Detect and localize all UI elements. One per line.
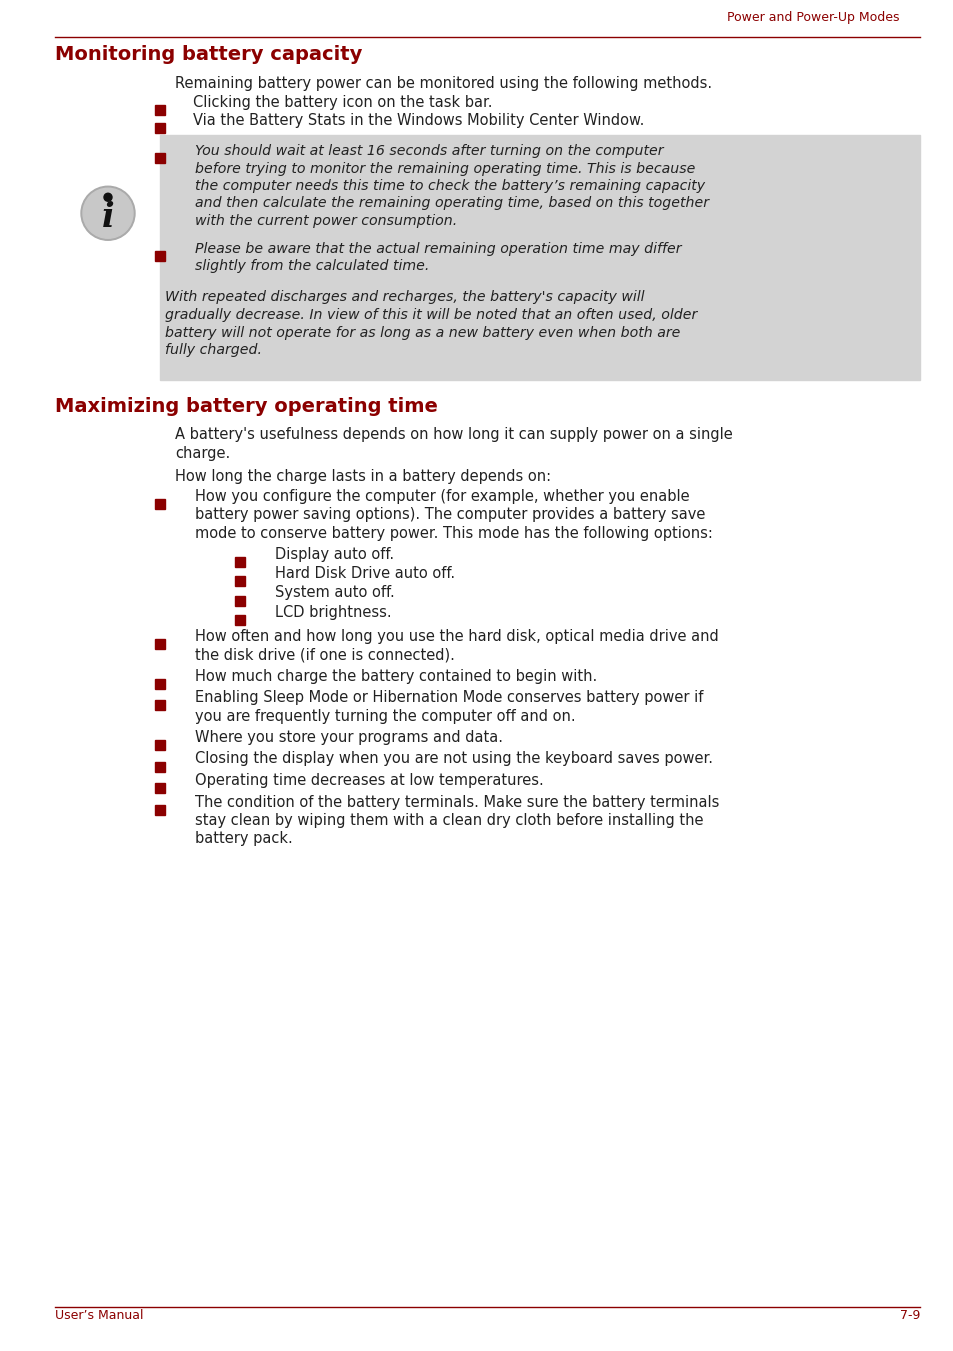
Circle shape xyxy=(83,188,132,238)
Text: gradually decrease. In view of this it will be noted that an often used, older: gradually decrease. In view of this it w… xyxy=(165,308,697,322)
Bar xyxy=(154,762,165,771)
Bar xyxy=(154,700,165,711)
Text: A battery's usefulness depends on how long it can supply power on a single: A battery's usefulness depends on how lo… xyxy=(174,427,732,443)
Text: 7-9: 7-9 xyxy=(899,1309,919,1323)
Text: Please be aware that the actual remaining operation time may differ: Please be aware that the actual remainin… xyxy=(194,242,680,255)
Bar xyxy=(234,615,245,626)
Text: battery power saving options). The computer provides a battery save: battery power saving options). The compu… xyxy=(194,508,704,523)
Text: slightly from the calculated time.: slightly from the calculated time. xyxy=(194,259,429,273)
Bar xyxy=(160,135,919,380)
Text: Where you store your programs and data.: Where you store your programs and data. xyxy=(194,730,502,744)
Text: LCD brightness.: LCD brightness. xyxy=(274,605,392,620)
Text: battery pack.: battery pack. xyxy=(194,831,293,847)
Circle shape xyxy=(81,186,135,240)
Text: Via the Battery Stats in the Windows Mobility Center Window.: Via the Battery Stats in the Windows Mob… xyxy=(193,113,643,128)
Text: Operating time decreases at low temperatures.: Operating time decreases at low temperat… xyxy=(194,773,543,788)
Text: stay clean by wiping them with a clean dry cloth before installing the: stay clean by wiping them with a clean d… xyxy=(194,813,702,828)
Bar xyxy=(154,740,165,750)
Bar xyxy=(234,596,245,605)
Text: With repeated discharges and recharges, the battery's capacity will: With repeated discharges and recharges, … xyxy=(165,290,644,304)
Text: fully charged.: fully charged. xyxy=(165,343,262,357)
Bar xyxy=(154,104,165,115)
Text: charge.: charge. xyxy=(174,446,230,461)
Text: How long the charge lasts in a battery depends on:: How long the charge lasts in a battery d… xyxy=(174,469,551,484)
Bar xyxy=(154,639,165,648)
Text: Closing the display when you are not using the keyboard saves power.: Closing the display when you are not usi… xyxy=(194,751,712,766)
Bar xyxy=(234,576,245,586)
Text: i: i xyxy=(102,201,114,234)
Text: Enabling Sleep Mode or Hibernation Mode conserves battery power if: Enabling Sleep Mode or Hibernation Mode … xyxy=(194,690,702,705)
Text: You should wait at least 16 seconds after turning on the computer: You should wait at least 16 seconds afte… xyxy=(194,145,662,158)
Bar xyxy=(154,499,165,509)
Bar xyxy=(154,678,165,689)
Text: before trying to monitor the remaining operating time. This is because: before trying to monitor the remaining o… xyxy=(194,162,695,176)
Circle shape xyxy=(104,193,112,201)
Text: How much charge the battery contained to begin with.: How much charge the battery contained to… xyxy=(194,669,597,684)
Text: Maximizing battery operating time: Maximizing battery operating time xyxy=(55,396,437,416)
Text: The condition of the battery terminals. Make sure the battery terminals: The condition of the battery terminals. … xyxy=(194,794,719,809)
Text: with the current power consumption.: with the current power consumption. xyxy=(194,213,456,228)
Text: Monitoring battery capacity: Monitoring battery capacity xyxy=(55,45,362,63)
Text: Remaining battery power can be monitored using the following methods.: Remaining battery power can be monitored… xyxy=(174,76,711,91)
Text: User’s Manual: User’s Manual xyxy=(55,1309,143,1323)
Text: Power and Power-Up Modes: Power and Power-Up Modes xyxy=(727,11,899,24)
Bar xyxy=(154,804,165,815)
Bar xyxy=(154,784,165,793)
Text: the disk drive (if one is connected).: the disk drive (if one is connected). xyxy=(194,647,455,662)
Bar xyxy=(154,153,165,163)
Text: and then calculate the remaining operating time, based on this together: and then calculate the remaining operati… xyxy=(194,196,708,211)
Text: Clicking the battery icon on the task bar.: Clicking the battery icon on the task ba… xyxy=(193,95,492,109)
Bar xyxy=(154,123,165,132)
Text: mode to conserve battery power. This mode has the following options:: mode to conserve battery power. This mod… xyxy=(194,526,712,540)
Text: battery will not operate for as long as a new battery even when both are: battery will not operate for as long as … xyxy=(165,326,679,339)
Text: you are frequently turning the computer off and on.: you are frequently turning the computer … xyxy=(194,708,575,724)
Bar xyxy=(234,557,245,566)
Text: Hard Disk Drive auto off.: Hard Disk Drive auto off. xyxy=(274,566,455,581)
Text: System auto off.: System auto off. xyxy=(274,585,395,600)
Text: Display auto off.: Display auto off. xyxy=(274,547,394,562)
Text: How you configure the computer (for example, whether you enable: How you configure the computer (for exam… xyxy=(194,489,689,504)
Text: the computer needs this time to check the battery’s remaining capacity: the computer needs this time to check th… xyxy=(194,178,704,193)
Bar xyxy=(154,250,165,261)
Text: How often and how long you use the hard disk, optical media drive and: How often and how long you use the hard … xyxy=(194,628,718,643)
